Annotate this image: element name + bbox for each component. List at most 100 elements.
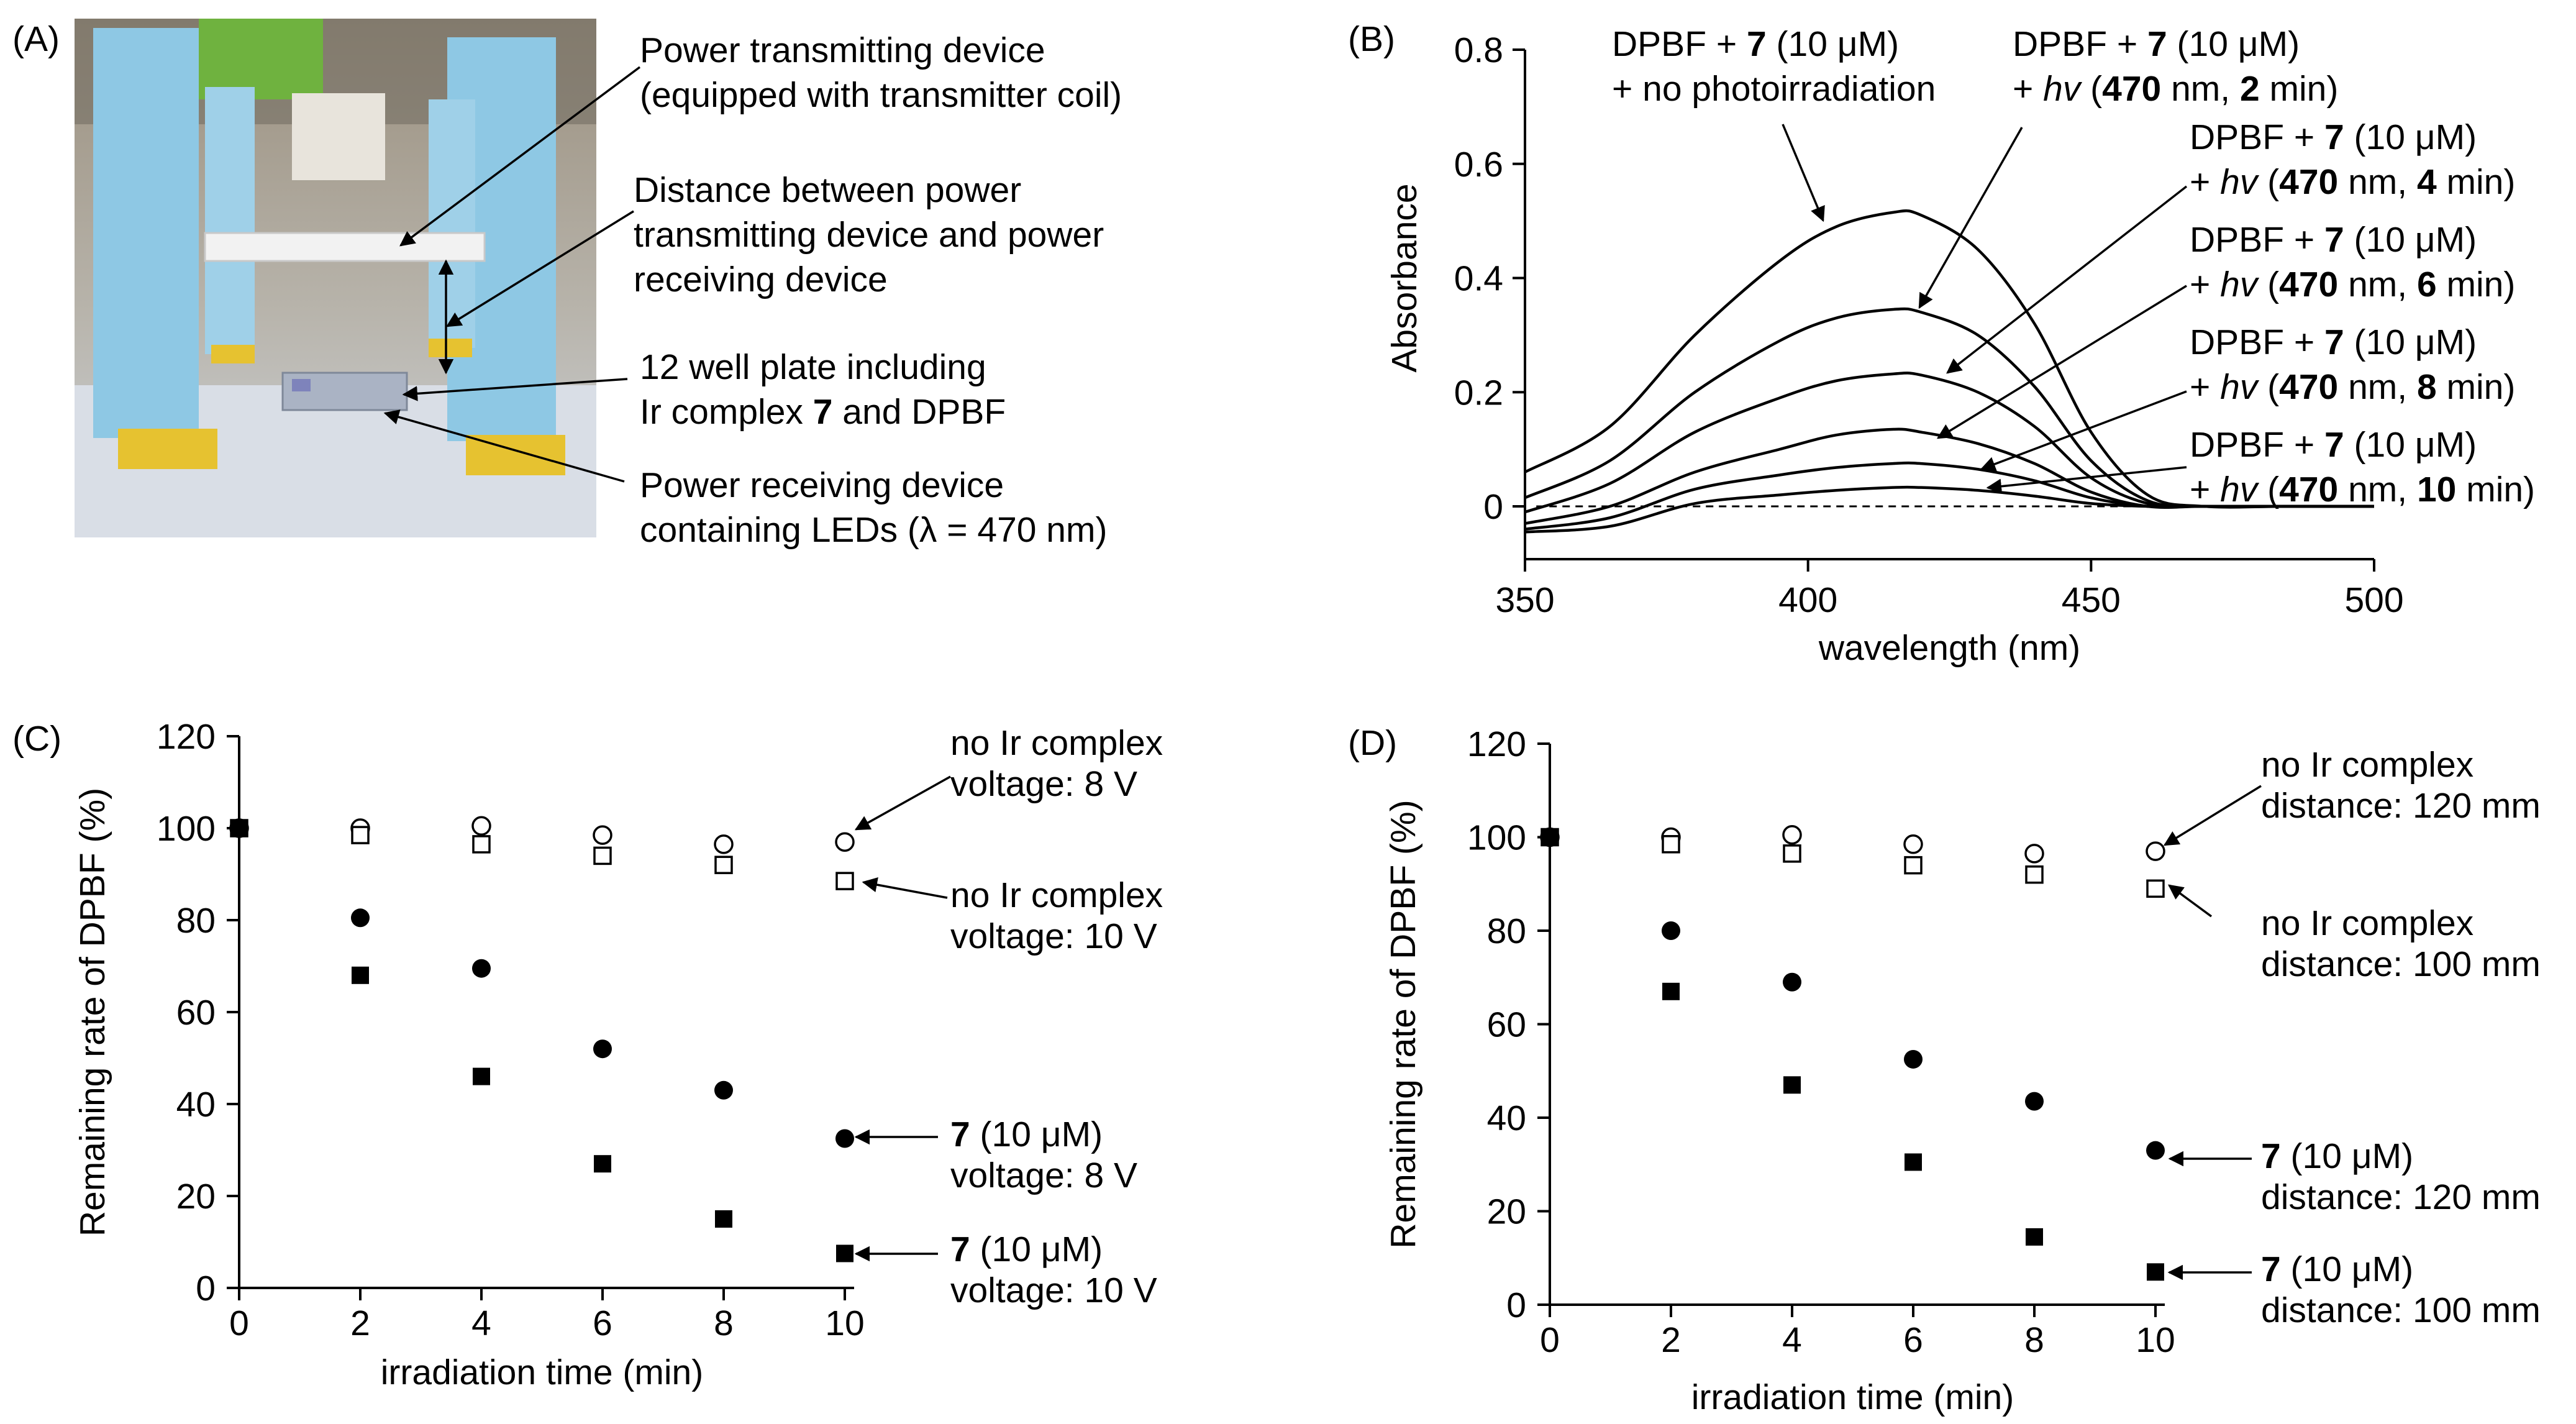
svg-text:no Ir complex: no Ir complex bbox=[2261, 903, 2474, 943]
x-tick-label: 8 bbox=[2024, 1320, 2044, 1360]
series-label-arrow bbox=[1986, 466, 2187, 494]
y-tick-label: 60 bbox=[1487, 1005, 1526, 1045]
filled-square-point bbox=[473, 1067, 490, 1085]
photo-annotation-transmitting-device: Power transmitting device (equipped with… bbox=[399, 30, 1122, 247]
svg-text:7 (10 μM): 7 (10 μM) bbox=[950, 1230, 1103, 1269]
panel-label-c: (C) bbox=[12, 719, 61, 759]
svg-text:receiving device: receiving device bbox=[634, 260, 888, 299]
series-label-5: DPBF + 7 (10 μM) + hv (470 nm, 10 min) bbox=[1986, 425, 2535, 509]
filled-circle-point bbox=[2025, 1092, 2044, 1111]
y-tick-label: 120 bbox=[1467, 724, 1526, 764]
svg-text:distance: 120 mm: distance: 120 mm bbox=[2261, 786, 2541, 826]
svg-text:no Ir complex: no Ir complex bbox=[2261, 745, 2474, 785]
series-label-0: DPBF + 7 (10 μM) + no photoirradiation bbox=[1612, 24, 1936, 222]
y-tick-label: 0 bbox=[1506, 1285, 1526, 1325]
svg-text:distance: 100 mm: distance: 100 mm bbox=[2261, 944, 2541, 984]
svg-text:Power receiving device: Power receiving device bbox=[640, 465, 1004, 505]
open-circle-point bbox=[1903, 834, 1923, 854]
open-circle-point bbox=[2024, 844, 2044, 864]
photo-annotation-receiving-device: Power receiving device containing LEDs (… bbox=[383, 409, 1107, 550]
series-label-2: 7 (10 μM)distance: 120 mm bbox=[2168, 1136, 2541, 1217]
svg-text:+ no photoirradiation: + no photoirradiation bbox=[1612, 69, 1936, 109]
filled-circle-point bbox=[835, 1129, 854, 1148]
filled-circle-point bbox=[1904, 1049, 1923, 1069]
open-square-point bbox=[1904, 856, 1923, 875]
panel-b: (B) 350 400 450 500 0 0.2 0.4 0.6 0.8 wavelength … bbox=[1348, 19, 2535, 668]
series-label-3: 7 (10 μM)distance: 100 mm bbox=[2167, 1249, 2541, 1330]
series-label-arrow bbox=[1946, 185, 2188, 374]
x-tick-label: 450 bbox=[2062, 580, 2121, 620]
photo-annotation-distance: Distance between power transmitting devi… bbox=[438, 170, 1104, 375]
experimental-setup-photo bbox=[75, 19, 596, 537]
svg-text:containing LEDs (λ = 470 nm): containing LEDs (λ = 470 nm) bbox=[640, 510, 1107, 550]
series-label-arrow bbox=[854, 775, 951, 831]
x-tick-label: 0 bbox=[1540, 1320, 1560, 1360]
svg-text:no Ir complex: no Ir complex bbox=[950, 723, 1163, 763]
svg-text:7 (10 μM): 7 (10 μM) bbox=[2261, 1136, 2413, 1176]
panel-label-b: (B) bbox=[1348, 19, 1395, 59]
filled-square-point bbox=[1662, 982, 1680, 1000]
y-tick-label: 0.4 bbox=[1454, 259, 1503, 299]
y-tick-label: 80 bbox=[1487, 911, 1526, 951]
open-square-point bbox=[1783, 844, 1801, 863]
filled-square-point bbox=[1905, 1153, 1922, 1171]
y-tick-label: 80 bbox=[176, 901, 216, 941]
y-axis-title: Remaining rate of DPBF (%) bbox=[1383, 800, 1423, 1248]
series-label-1: DPBF + 7 (10 μM) + hv (470 nm, 2 min) bbox=[1918, 24, 2338, 309]
series-label-4: DPBF + 7 (10 μM) + hv (470 nm, 8 min) bbox=[1980, 322, 2515, 472]
open-circle-point bbox=[2146, 841, 2165, 861]
y-tick-label: 120 bbox=[157, 717, 216, 757]
x-tick-label: 2 bbox=[1661, 1320, 1681, 1360]
svg-text:7 (10 μM): 7 (10 μM) bbox=[2261, 1249, 2413, 1289]
x-tick-label: 2 bbox=[350, 1303, 370, 1343]
x-tick-label: 0 bbox=[229, 1303, 249, 1343]
filled-circle-point bbox=[593, 1039, 612, 1059]
filled-circle-point bbox=[1783, 972, 1801, 992]
series-label-arrow bbox=[1782, 124, 1825, 222]
series-label-arrow bbox=[2163, 785, 2262, 846]
open-square-point bbox=[472, 835, 491, 854]
y-tick-label: 100 bbox=[1467, 818, 1526, 858]
y-tick-label: 40 bbox=[1487, 1098, 1526, 1138]
svg-text:voltage: 10 V: voltage: 10 V bbox=[950, 916, 1157, 956]
y-axis-title: Absorbance bbox=[1385, 183, 1424, 372]
series-label-arrow bbox=[2168, 884, 2213, 918]
filled-square-point bbox=[2147, 1263, 2164, 1281]
y-axis-title: Remaining rate of DPBF (%) bbox=[73, 788, 112, 1236]
svg-text:voltage: 10 V: voltage: 10 V bbox=[950, 1271, 1157, 1310]
x-tick-label: 6 bbox=[593, 1303, 612, 1343]
filled-square-point bbox=[352, 966, 369, 984]
x-tick-label: 10 bbox=[825, 1303, 864, 1343]
x-tick-label: 500 bbox=[2344, 580, 2403, 620]
filled-circle-point bbox=[472, 959, 491, 978]
open-square-point bbox=[2025, 865, 2044, 884]
x-tick-label: 400 bbox=[1778, 580, 1837, 620]
svg-text:transmitting device and power: transmitting device and power bbox=[634, 215, 1104, 255]
open-square-point bbox=[714, 856, 733, 874]
y-tick-label: 40 bbox=[176, 1085, 216, 1125]
series-label-2: 7 (10 μM)voltage: 8 V bbox=[854, 1115, 1137, 1195]
open-square-point bbox=[835, 872, 854, 890]
filled-square-point bbox=[1783, 1076, 1801, 1094]
series-label-arrow bbox=[1980, 390, 2187, 472]
svg-text:+ hv (470 nm, 10 min): + hv (470 nm, 10 min) bbox=[2190, 470, 2535, 509]
svg-text:7 (10 μM): 7 (10 μM) bbox=[950, 1115, 1103, 1154]
series-label-arrow bbox=[862, 877, 948, 899]
filled-square-point bbox=[594, 1155, 611, 1173]
filled-square-point bbox=[836, 1244, 853, 1262]
y-tick-label: 0 bbox=[1483, 487, 1503, 527]
y-tick-label: 100 bbox=[157, 809, 216, 849]
y-tick-label: 60 bbox=[176, 993, 216, 1033]
open-square-point bbox=[593, 846, 612, 865]
svg-text:+ hv (470 nm, 4 min): + hv (470 nm, 4 min) bbox=[2190, 162, 2515, 202]
filled-square-point bbox=[230, 819, 248, 837]
x-tick-label: 6 bbox=[1903, 1320, 1923, 1360]
series-label-arrow bbox=[1936, 285, 2187, 439]
open-square-point bbox=[2146, 879, 2165, 898]
svg-text:DPBF + 7 (10 μM): DPBF + 7 (10 μM) bbox=[1612, 24, 1899, 64]
y-tick-label: 20 bbox=[1487, 1192, 1526, 1232]
x-axis-title: irradiation time (min) bbox=[1691, 1377, 2014, 1417]
open-square-point bbox=[1662, 835, 1680, 854]
